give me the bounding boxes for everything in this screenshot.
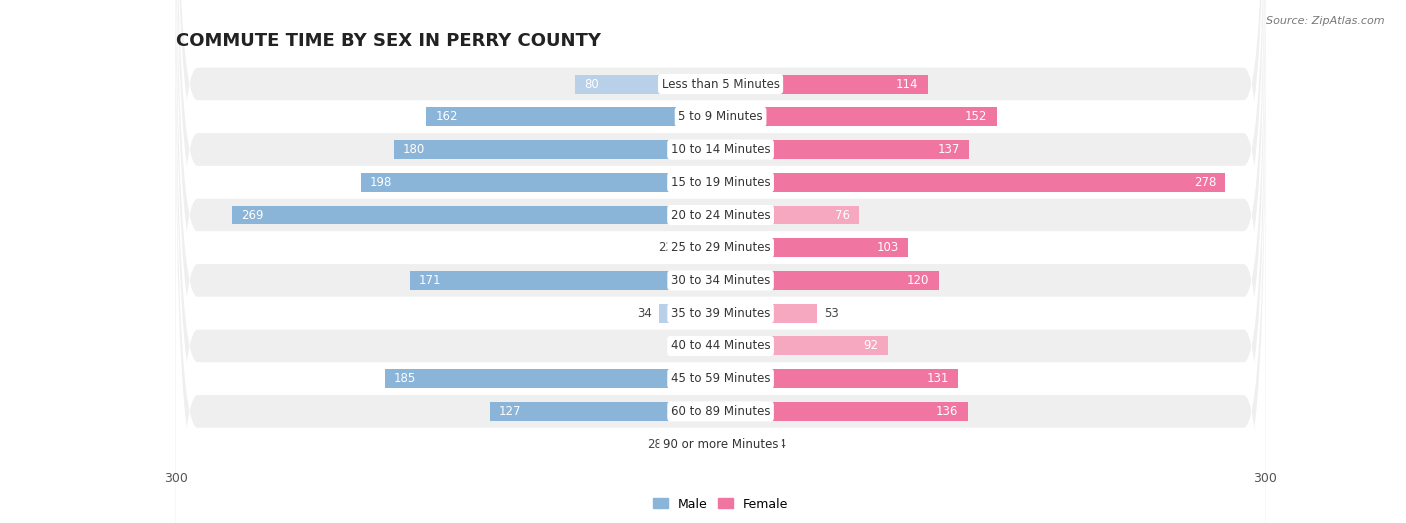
Text: COMMUTE TIME BY SEX IN PERRY COUNTY: COMMUTE TIME BY SEX IN PERRY COUNTY <box>176 32 600 50</box>
Bar <box>659 304 721 323</box>
FancyBboxPatch shape <box>176 0 1265 461</box>
Bar <box>721 107 997 126</box>
Bar <box>721 75 928 94</box>
Text: 278: 278 <box>1194 176 1216 189</box>
Bar <box>232 206 721 224</box>
Bar <box>721 304 817 323</box>
FancyBboxPatch shape <box>176 0 1265 523</box>
Text: Source: ZipAtlas.com: Source: ZipAtlas.com <box>1267 16 1385 26</box>
Text: 17: 17 <box>668 339 682 353</box>
FancyBboxPatch shape <box>176 2 1265 523</box>
Text: 76: 76 <box>835 209 849 222</box>
Text: 269: 269 <box>242 209 264 222</box>
Text: 90 or more Minutes: 90 or more Minutes <box>662 438 779 451</box>
Text: 80: 80 <box>585 77 599 90</box>
Text: 45 to 59 Minutes: 45 to 59 Minutes <box>671 372 770 385</box>
Bar <box>669 435 721 453</box>
FancyBboxPatch shape <box>176 0 1265 523</box>
FancyBboxPatch shape <box>176 0 1265 493</box>
Text: 180: 180 <box>402 143 425 156</box>
Text: 114: 114 <box>896 77 918 90</box>
Text: 162: 162 <box>436 110 458 123</box>
Text: 53: 53 <box>824 306 839 320</box>
Text: 120: 120 <box>907 274 929 287</box>
Text: 152: 152 <box>965 110 987 123</box>
Text: 28: 28 <box>648 438 662 451</box>
Legend: Male, Female: Male, Female <box>648 493 793 516</box>
FancyBboxPatch shape <box>176 0 1265 523</box>
Bar <box>361 173 721 192</box>
Text: 198: 198 <box>370 176 392 189</box>
Bar <box>721 369 959 388</box>
Bar <box>385 369 721 388</box>
Text: 5 to 9 Minutes: 5 to 9 Minutes <box>678 110 763 123</box>
Bar <box>489 402 721 421</box>
FancyBboxPatch shape <box>176 0 1265 523</box>
Text: 30 to 34 Minutes: 30 to 34 Minutes <box>671 274 770 287</box>
Bar <box>394 140 721 159</box>
Bar <box>721 206 859 224</box>
Bar <box>681 238 721 257</box>
Text: 10 to 14 Minutes: 10 to 14 Minutes <box>671 143 770 156</box>
Text: 60 to 89 Minutes: 60 to 89 Minutes <box>671 405 770 418</box>
FancyBboxPatch shape <box>176 0 1265 523</box>
Text: 92: 92 <box>863 339 879 353</box>
Text: 103: 103 <box>876 241 898 254</box>
Bar <box>426 107 721 126</box>
Text: 35 to 39 Minutes: 35 to 39 Minutes <box>671 306 770 320</box>
Text: 171: 171 <box>419 274 441 287</box>
Bar <box>721 271 939 290</box>
Bar <box>721 402 967 421</box>
Text: 127: 127 <box>499 405 522 418</box>
FancyBboxPatch shape <box>176 0 1265 523</box>
Bar <box>721 336 887 356</box>
Text: 15 to 19 Minutes: 15 to 19 Minutes <box>671 176 770 189</box>
Bar <box>575 75 721 94</box>
Text: 40 to 44 Minutes: 40 to 44 Minutes <box>671 339 770 353</box>
Bar <box>690 336 721 356</box>
Text: 22: 22 <box>658 241 673 254</box>
Bar <box>721 140 969 159</box>
Text: 20 to 24 Minutes: 20 to 24 Minutes <box>671 209 770 222</box>
Text: 24: 24 <box>772 438 786 451</box>
Text: 185: 185 <box>394 372 416 385</box>
Bar <box>721 435 765 453</box>
Text: 131: 131 <box>927 372 949 385</box>
Text: 137: 137 <box>938 143 960 156</box>
Bar <box>411 271 721 290</box>
Text: 25 to 29 Minutes: 25 to 29 Minutes <box>671 241 770 254</box>
FancyBboxPatch shape <box>176 0 1265 523</box>
Text: 34: 34 <box>637 306 651 320</box>
Text: Less than 5 Minutes: Less than 5 Minutes <box>662 77 779 90</box>
Bar <box>721 173 1226 192</box>
FancyBboxPatch shape <box>176 35 1265 523</box>
Text: 136: 136 <box>936 405 959 418</box>
FancyBboxPatch shape <box>176 67 1265 523</box>
Bar <box>721 238 908 257</box>
